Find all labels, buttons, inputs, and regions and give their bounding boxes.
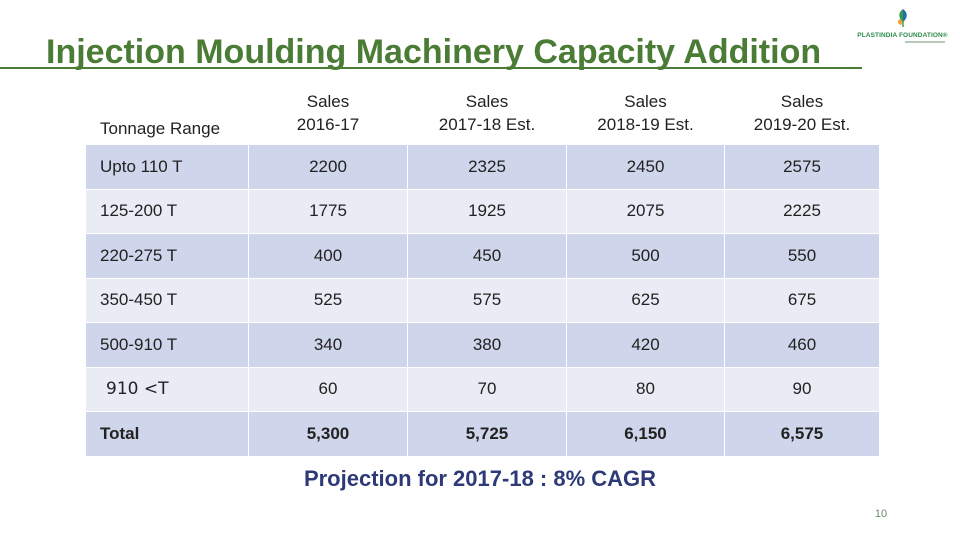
header-year: 2017-18 Est. [438, 115, 536, 134]
table-row: 350-450 T 525 575 625 675 [85, 277, 880, 323]
sales-cell: 675 [724, 277, 880, 323]
sales-cell: 400 [248, 233, 408, 279]
header-year: 2019-20 Est. [753, 115, 851, 134]
sales-cell: 80 [566, 366, 725, 412]
sales-cell: 625 [566, 277, 725, 323]
sales-cell: 575 [407, 277, 567, 323]
sales-cell: 2075 [566, 188, 725, 234]
header-sales-2018-19: Sales 2018-19 Est. [566, 82, 725, 145]
table-header-row: Tonnage Range Sales 2016-17 Sales 2017-1… [85, 82, 880, 145]
tonnage-range-cell: 500-910 T [85, 322, 249, 368]
header-line: Sales [624, 92, 667, 111]
sales-cell: 340 [248, 322, 408, 368]
total-cell: 5,725 [407, 411, 567, 457]
tonnage-range-cell: Upto 110 T [85, 143, 249, 190]
total-cell: 6,150 [566, 411, 725, 457]
tonnage-range-cell: 910 <T [85, 366, 249, 412]
sales-cell: 1775 [248, 188, 408, 234]
header-line: Sales [780, 92, 824, 111]
logo-text: PLASTINDIA FOUNDATION® [857, 32, 948, 39]
title-underline [0, 67, 862, 69]
projection-note: Projection for 2017-18 : 8% CAGR [303, 466, 657, 491]
total-label-cell: Total [85, 411, 249, 457]
total-cell: 6,575 [724, 411, 880, 457]
plastindia-leaf-icon [897, 9, 907, 27]
page-number: 10 [874, 508, 888, 520]
table-row: 220-275 T 400 450 500 550 [85, 233, 880, 279]
total-cell: 5,300 [248, 411, 408, 457]
table-row: 910 <T 60 70 80 90 [85, 366, 880, 412]
slide-title: Injection Moulding Machinery Capacity Ad… [46, 33, 822, 71]
capacity-table: Tonnage Range Sales 2016-17 Sales 2017-1… [85, 82, 880, 457]
sales-cell: 90 [724, 366, 880, 412]
sales-cell: 2200 [248, 143, 408, 190]
logo-tagline [905, 41, 945, 43]
table-row: Upto 110 T 2200 2325 2450 2575 [85, 143, 880, 190]
sales-cell: 2450 [566, 143, 725, 190]
sales-cell: 380 [407, 322, 567, 368]
sales-cell: 450 [407, 233, 567, 279]
sales-cell: 60 [248, 366, 408, 412]
table-row: 500-910 T 340 380 420 460 [85, 322, 880, 368]
sales-cell: 70 [407, 366, 567, 412]
header-sales-2017-18: Sales 2017-18 Est. [407, 82, 567, 145]
header-year: 2016-17 [296, 115, 360, 134]
sales-cell: 550 [724, 233, 880, 279]
table-row: 125-200 T 1775 1925 2075 2225 [85, 188, 880, 234]
sales-cell: 1925 [407, 188, 567, 234]
tonnage-range-cell: 220-275 T [85, 233, 249, 279]
sales-cell: 2225 [724, 188, 880, 234]
sales-cell: 460 [724, 322, 880, 368]
table-total-row: Total 5,300 5,725 6,150 6,575 [85, 411, 880, 457]
header-tonnage-range: Tonnage Range [85, 82, 249, 145]
header-sales-2016-17: Sales 2016-17 [248, 82, 408, 145]
sales-cell: 525 [248, 277, 408, 323]
sales-cell: 2325 [407, 143, 567, 190]
sales-cell: 500 [566, 233, 725, 279]
header-year: 2018-19 Est. [597, 115, 694, 134]
sales-cell: 2575 [724, 143, 880, 190]
tonnage-range-cell: 350-450 T [85, 277, 249, 323]
header-line: Sales [465, 92, 509, 111]
tonnage-range-cell: 125-200 T [85, 188, 249, 234]
sales-cell: 420 [566, 322, 725, 368]
plastindia-logo: PLASTINDIA FOUNDATION® [855, 8, 950, 48]
header-sales-2019-20: Sales 2019-20 Est. [724, 82, 880, 145]
header-line: Sales [306, 92, 350, 111]
